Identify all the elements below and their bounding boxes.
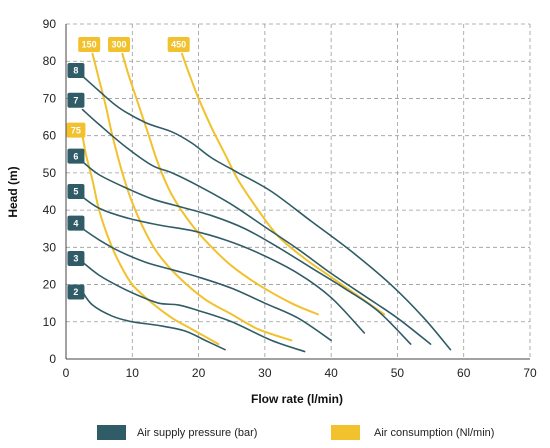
air-pressure-curves (81, 75, 452, 353)
consumption-badge-150 (78, 36, 101, 52)
pressure-badge-label-5: 5 (73, 187, 78, 197)
pressure-badge-label-4: 4 (73, 218, 78, 228)
consumption-curve-300 (121, 52, 319, 316)
pressure-badge-label-2: 2 (73, 287, 78, 297)
x-tick-label: 60 (457, 366, 471, 380)
consumption-badge-300 (108, 36, 131, 52)
consumption-badge-label-300: 300 (112, 40, 127, 50)
pressure-badge-7 (67, 92, 85, 108)
consumption-badge-label-75: 75 (71, 125, 81, 135)
grid (66, 23, 531, 359)
y-tick-label: 90 (43, 17, 57, 31)
y-tick-label: 80 (43, 54, 57, 68)
consumption-curve-450 (181, 52, 386, 316)
legend-label-air-pressure: Air supply pressure (bar) (137, 427, 257, 439)
x-tick-label: 10 (126, 366, 140, 380)
y-tick-label: 40 (43, 203, 57, 217)
x-tick-label: 0 (63, 366, 70, 380)
pressure-badge-label-7: 7 (73, 96, 78, 106)
x-tick-label: 40 (324, 366, 338, 380)
pressure-badge-2 (67, 284, 85, 300)
pressure-badge-3 (67, 251, 85, 266)
y-tick-label: 10 (43, 315, 57, 329)
x-tick-label: 20 (192, 366, 206, 380)
pressure-badge-8 (67, 63, 85, 79)
y-tick-label: 70 (43, 91, 57, 105)
pressure-badge-label-3: 3 (73, 254, 78, 264)
legend-swatch-air-pressure (97, 425, 126, 440)
y-tick-label: 20 (43, 278, 57, 292)
consumption-badge-450 (167, 36, 190, 52)
x-tick-label: 70 (523, 366, 537, 380)
consumption-badge-75 (66, 122, 86, 138)
x-tick-label: 50 (391, 366, 405, 380)
pressure-badge-4 (67, 215, 85, 231)
pressure-curve-5 (81, 196, 366, 334)
consumption-curve-150 (91, 52, 293, 342)
y-tick-label: 50 (43, 166, 57, 180)
legend-label-air-consumption: Air consumption (Nl/min) (374, 427, 494, 439)
pressure-curve-8 (81, 75, 452, 351)
pressure-curve-6 (81, 160, 412, 345)
curve-labels: 75 150 300 450 2 3 4 5 6 7 8 (66, 36, 190, 300)
pressure-badge-5 (67, 184, 85, 199)
pressure-curve-4 (81, 227, 332, 342)
x-tick-label: 30 (258, 366, 272, 380)
pressure-curve-3 (81, 261, 306, 353)
pressure-curve-7 (81, 108, 432, 345)
tick-labels: 0 10 20 30 40 50 60 70 0 10 20 30 40 50 60 70 80 90 (43, 17, 537, 380)
y-tick-label: 0 (49, 352, 56, 366)
y-axis-title: Head (m) (6, 166, 20, 217)
axes (65, 24, 530, 360)
y-tick-label: 60 (43, 129, 57, 143)
legend-swatch-air-consumption (331, 425, 360, 440)
air-consumption-curves (81, 52, 386, 346)
consumption-badge-label-150: 150 (82, 40, 97, 50)
pressure-badge-label-6: 6 (73, 151, 78, 161)
pressure-badge-label-8: 8 (73, 66, 78, 76)
x-axis-title: Flow rate (l/min) (251, 392, 343, 406)
pressure-curve-2 (81, 291, 226, 351)
consumption-badge-label-450: 450 (171, 40, 186, 50)
consumption-curve-75 (81, 134, 220, 346)
legend: Air supply pressure (bar) Air consumptio… (97, 425, 494, 440)
y-tick-label: 30 (43, 240, 57, 254)
pressure-badge-6 (67, 148, 85, 164)
